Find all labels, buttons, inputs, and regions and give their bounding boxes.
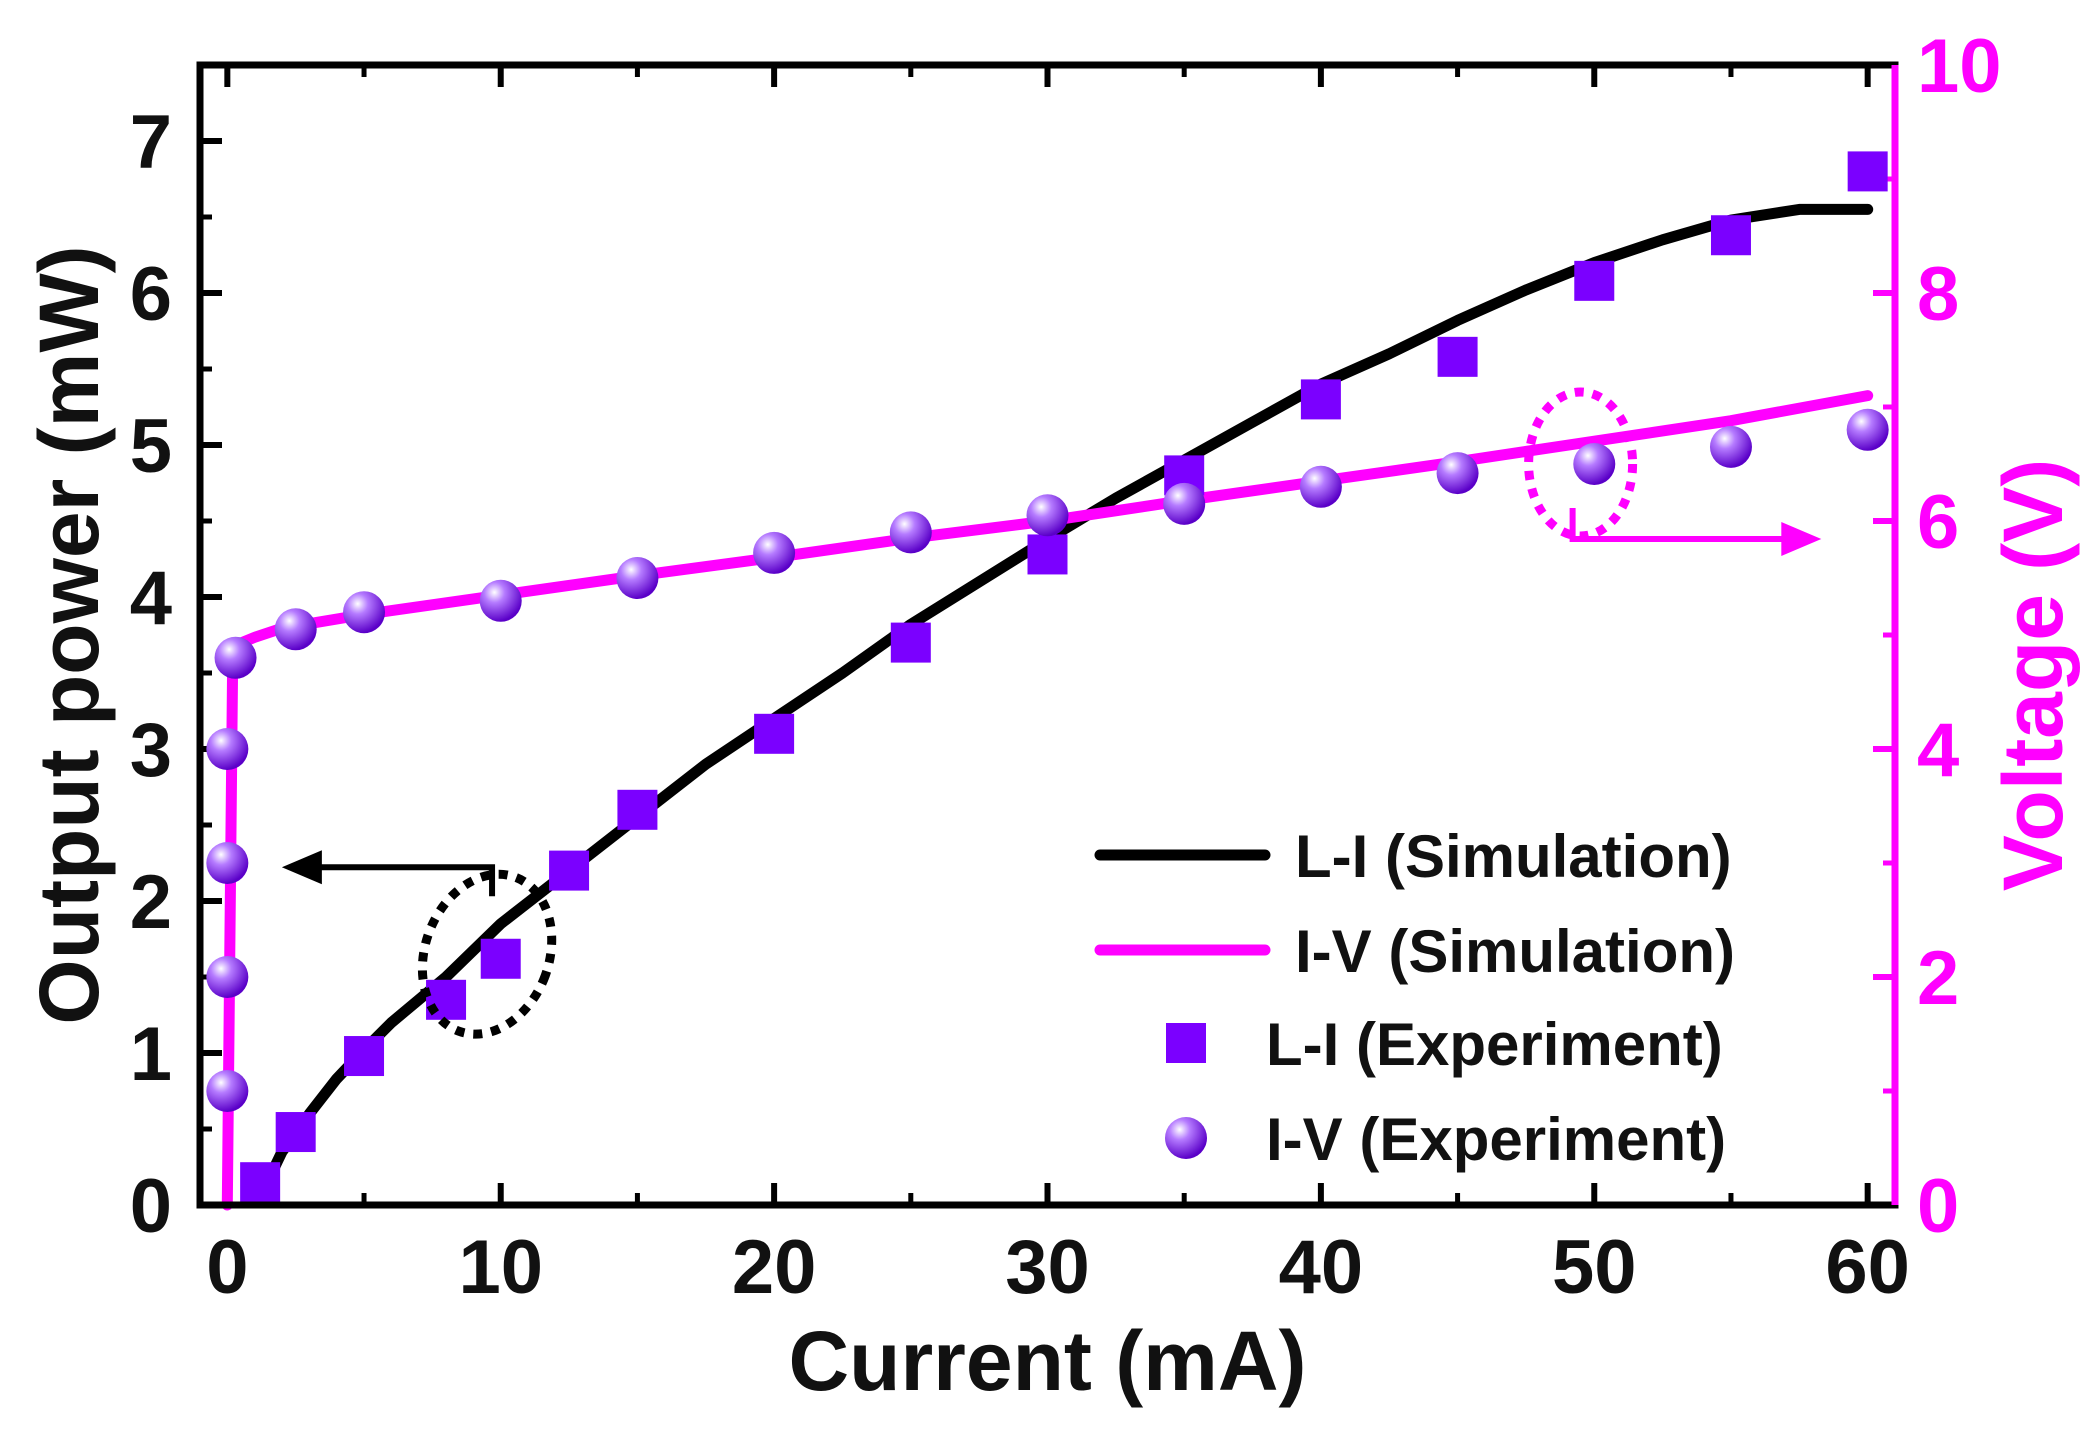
x-tick-label: 30 bbox=[1005, 1225, 1090, 1310]
y2-tick-label: 6 bbox=[1917, 480, 1959, 565]
point-li-exp bbox=[275, 1112, 316, 1153]
y2-tick-label: 2 bbox=[1917, 936, 1959, 1021]
annotation-arrow-iv bbox=[1569, 508, 1800, 542]
annotation-arrowhead-li bbox=[281, 850, 322, 885]
x-tick-label: 20 bbox=[732, 1225, 817, 1310]
x-tick-label: 60 bbox=[1825, 1225, 1910, 1310]
point-iv-exp bbox=[1436, 452, 1479, 495]
point-iv-exp bbox=[206, 1070, 249, 1112]
point-iv-exp bbox=[616, 557, 659, 599]
point-iv-exp bbox=[1846, 408, 1889, 451]
y2-axis-title: Voltage (V) bbox=[1986, 459, 2080, 891]
y-tick-label: 1 bbox=[130, 1012, 172, 1097]
y-tick-label: 7 bbox=[130, 100, 172, 185]
point-li-exp bbox=[754, 713, 795, 754]
point-iv-exp bbox=[206, 956, 249, 998]
point-li-exp bbox=[1574, 260, 1615, 301]
point-li-exp bbox=[890, 622, 931, 663]
y-tick-label: 6 bbox=[130, 252, 172, 337]
point-iv-exp bbox=[479, 579, 522, 622]
y2-tick-label: 8 bbox=[1917, 252, 1959, 337]
legend: L-I (Simulation) I-V (Simulation) L-I (E… bbox=[1094, 823, 1735, 1173]
legend-swatch-iv-exp bbox=[1165, 1117, 1207, 1159]
point-iv-exp bbox=[274, 608, 317, 651]
y-tick-label: 2 bbox=[130, 860, 172, 945]
point-li-exp bbox=[1847, 151, 1888, 192]
point-iv-exp bbox=[343, 591, 386, 634]
legend-label-iv-exp: I-V (Experiment) bbox=[1266, 1106, 1726, 1173]
point-iv-exp bbox=[1299, 465, 1342, 508]
y-axis-title: Output power (mW) bbox=[22, 245, 116, 1024]
y-tick-label: 4 bbox=[130, 556, 172, 641]
point-li-exp bbox=[1300, 379, 1341, 420]
point-iv-exp bbox=[206, 728, 249, 770]
y-tick-label: 3 bbox=[130, 708, 172, 793]
x-tick-label: 0 bbox=[206, 1225, 248, 1310]
point-li-exp bbox=[480, 938, 521, 979]
x-tick-label: 10 bbox=[458, 1225, 543, 1310]
annotation-ellipse-li bbox=[417, 869, 557, 1039]
y2-tick-label: 4 bbox=[1917, 708, 1959, 793]
point-iv-exp bbox=[1026, 494, 1069, 537]
y2-tick-label: 10 bbox=[1917, 24, 2002, 109]
y2-tick-label: 0 bbox=[1917, 1164, 1959, 1249]
legend-label-iv-sim: I-V (Simulation) bbox=[1295, 918, 1735, 985]
point-iv-exp bbox=[214, 636, 257, 679]
series-layer bbox=[206, 151, 1889, 1211]
point-li-exp bbox=[1710, 215, 1751, 256]
point-li-exp bbox=[240, 1162, 281, 1203]
point-li-exp bbox=[549, 850, 590, 891]
point-iv-exp bbox=[1709, 425, 1752, 468]
annotation-arrowhead-iv bbox=[1781, 522, 1822, 556]
y-tick-label: 5 bbox=[130, 404, 172, 489]
point-iv-exp bbox=[1163, 482, 1206, 525]
point-iv-exp bbox=[1573, 443, 1616, 485]
annotation-arrow-li bbox=[303, 864, 496, 897]
x-tick-label: 50 bbox=[1552, 1225, 1637, 1310]
point-li-exp bbox=[344, 1036, 385, 1077]
legend-label-li-sim: L-I (Simulation) bbox=[1295, 823, 1732, 890]
point-li-exp bbox=[1027, 534, 1068, 575]
point-iv-exp bbox=[753, 531, 796, 574]
point-iv-exp bbox=[889, 511, 932, 554]
x-axis-title: Current (mA) bbox=[789, 1314, 1307, 1408]
point-li-exp bbox=[617, 789, 658, 830]
x-tick-label: 40 bbox=[1279, 1225, 1364, 1310]
annotations bbox=[281, 387, 1822, 1039]
legend-label-li-exp: L-I (Experiment) bbox=[1266, 1011, 1723, 1078]
point-li-exp bbox=[1437, 336, 1478, 377]
point-iv-exp bbox=[206, 842, 249, 884]
legend-swatch-li-exp bbox=[1166, 1023, 1206, 1063]
y-tick-label: 0 bbox=[130, 1164, 172, 1249]
